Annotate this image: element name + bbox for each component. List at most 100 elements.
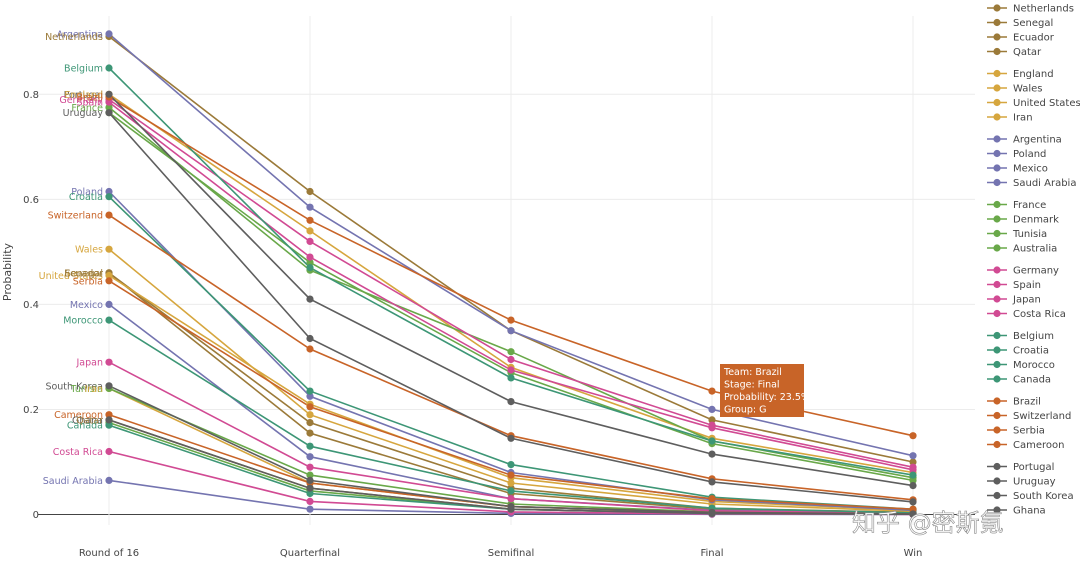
legend-item-canada[interactable]: Canada (987, 375, 1051, 386)
legend-item-argentina[interactable]: Argentina (987, 135, 1062, 146)
point-morocco-round-of-16[interactable] (105, 316, 113, 324)
legend-item-denmark[interactable]: Denmark (987, 215, 1059, 226)
point-ghana-round-of-16[interactable] (105, 416, 113, 424)
point-netherlands-quarterfinal[interactable] (306, 187, 314, 196)
point-croatia-round-of-16[interactable] (105, 193, 113, 201)
point-poland-round-of-16[interactable] (105, 187, 113, 196)
point-morocco-semifinal[interactable] (507, 487, 515, 495)
point-japan-round-of-16[interactable] (105, 358, 113, 366)
point-argentina-round-of-16[interactable] (105, 30, 113, 38)
legend-item-poland[interactable]: Poland (987, 149, 1046, 160)
point-argentina-final[interactable] (708, 405, 716, 413)
point-ecuador-quarterfinal[interactable] (306, 419, 314, 427)
legend-item-serbia[interactable]: Serbia (987, 426, 1045, 437)
point-spain-semifinal[interactable] (507, 366, 515, 374)
point-england-quarterfinal[interactable] (306, 227, 314, 235)
point-canada-quarterfinal[interactable] (306, 489, 314, 498)
point-south-korea-round-of-16[interactable] (105, 382, 113, 390)
point-serbia-round-of-16[interactable] (105, 277, 113, 285)
point-netherlands-win[interactable] (909, 458, 917, 466)
point-argentina-win[interactable] (909, 452, 917, 460)
point-uruguay-quarterfinal[interactable] (306, 334, 314, 343)
point-ghana-final[interactable] (708, 509, 716, 517)
legend-item-spain[interactable]: Spain (987, 280, 1041, 291)
point-portugal-win[interactable] (909, 482, 917, 490)
point-south-korea-quarterfinal[interactable] (306, 476, 314, 484)
point-canada-round-of-16[interactable] (105, 421, 113, 429)
point-morocco-quarterfinal[interactable] (306, 442, 314, 450)
legend-item-croatia[interactable]: Croatia (987, 346, 1049, 357)
point-spain-quarterfinal[interactable] (306, 253, 314, 261)
legend-item-qatar[interactable]: Qatar (987, 47, 1042, 58)
point-brazil-final[interactable] (708, 387, 716, 395)
legend-item-portugal[interactable]: Portugal (987, 462, 1054, 473)
legend-item-morocco[interactable]: Morocco (987, 360, 1055, 371)
point-uruguay-win[interactable] (909, 498, 917, 506)
point-germany-semifinal[interactable] (507, 355, 515, 364)
point-croatia-semifinal[interactable] (507, 461, 515, 469)
point-wales-round-of-16[interactable] (105, 245, 113, 253)
point-uruguay-final[interactable] (708, 478, 716, 486)
point-switzerland-quarterfinal[interactable] (306, 345, 314, 353)
point-spain-round-of-16[interactable] (105, 98, 113, 106)
point-ghana-quarterfinal[interactable] (306, 484, 314, 492)
point-argentina-quarterfinal[interactable] (306, 203, 314, 211)
legend-item-iran[interactable]: Iran (987, 113, 1033, 124)
point-denmark-quarterfinal[interactable] (306, 258, 314, 266)
legend-item-uruguay[interactable]: Uruguay (987, 477, 1056, 488)
legend-item-united-states[interactable]: United States (987, 98, 1080, 109)
point-belgium-round-of-16[interactable] (105, 64, 113, 72)
point-portugal-final[interactable] (708, 450, 716, 458)
point-belgium-semifinal[interactable] (507, 374, 515, 382)
legend-item-netherlands[interactable]: Netherlands (987, 4, 1074, 15)
point-wales-semifinal[interactable] (507, 479, 515, 487)
point-poland-quarterfinal[interactable] (306, 392, 314, 400)
point-france-semifinal[interactable] (507, 348, 515, 356)
point-croatia-quarterfinal[interactable] (306, 387, 314, 395)
legend-item-switzerland[interactable]: Switzerland (987, 411, 1071, 422)
point-costa-rica-quarterfinal[interactable] (306, 497, 314, 505)
point-belgium-quarterfinal[interactable] (306, 264, 314, 272)
point-uruguay-round-of-16[interactable] (105, 109, 113, 117)
point-uruguay-semifinal[interactable] (507, 434, 515, 442)
point-saudi-arabia-quarterfinal[interactable] (306, 505, 314, 513)
legend-item-ecuador[interactable]: Ecuador (987, 33, 1055, 44)
point-serbia-semifinal[interactable] (507, 471, 515, 479)
point-spain-win[interactable] (909, 466, 917, 474)
point-mexico-round-of-16[interactable] (105, 300, 113, 308)
point-ghana-semifinal[interactable] (507, 505, 515, 513)
legend-item-saudi-arabia[interactable]: Saudi Arabia (987, 178, 1076, 189)
point-denmark-win[interactable] (909, 476, 917, 484)
point-tunisia-quarterfinal[interactable] (306, 471, 314, 479)
legend-item-wales[interactable]: Wales (987, 84, 1043, 95)
point-saudi-arabia-round-of-16[interactable] (105, 476, 113, 484)
point-netherlands-final[interactable] (708, 416, 716, 424)
point-serbia-quarterfinal[interactable] (306, 403, 314, 411)
point-ghana-win[interactable] (909, 510, 917, 518)
point-belgium-win[interactable] (909, 471, 917, 479)
point-cameroon-round-of-16[interactable] (105, 411, 113, 419)
point-japan-quarterfinal[interactable] (306, 463, 314, 471)
legend-item-cameroon[interactable]: Cameroon (987, 440, 1064, 451)
point-senegal-quarterfinal[interactable] (306, 429, 314, 437)
legend[interactable]: Netherlands Senegal Ecuador Qatar England Wal… (987, 4, 1080, 517)
point-germany-quarterfinal[interactable] (306, 237, 314, 245)
point-spain-final[interactable] (708, 424, 716, 432)
legend-item-england[interactable]: England (987, 69, 1054, 80)
point-wales-quarterfinal[interactable] (306, 411, 314, 419)
legend-item-tunisia[interactable]: Tunisia (987, 229, 1047, 240)
point-brazil-win[interactable] (909, 432, 917, 440)
legend-item-costa-rica[interactable]: Costa Rica (987, 309, 1066, 320)
legend-item-france[interactable]: France (987, 200, 1046, 211)
legend-item-belgium[interactable]: Belgium (987, 331, 1054, 342)
point-portugal-semifinal[interactable] (507, 398, 515, 406)
point-argentina-semifinal[interactable] (507, 327, 515, 335)
legend-item-brazil[interactable]: Brazil (987, 397, 1041, 408)
legend-item-mexico[interactable]: Mexico (987, 164, 1048, 175)
legend-item-ghana[interactable]: Ghana (987, 506, 1046, 517)
point-serbia-final[interactable] (708, 495, 716, 503)
point-belgium-final[interactable] (708, 437, 716, 445)
point-japan-semifinal[interactable] (507, 495, 515, 503)
legend-item-south-korea[interactable]: South Korea (987, 491, 1074, 502)
legend-item-senegal[interactable]: Senegal (987, 18, 1053, 29)
